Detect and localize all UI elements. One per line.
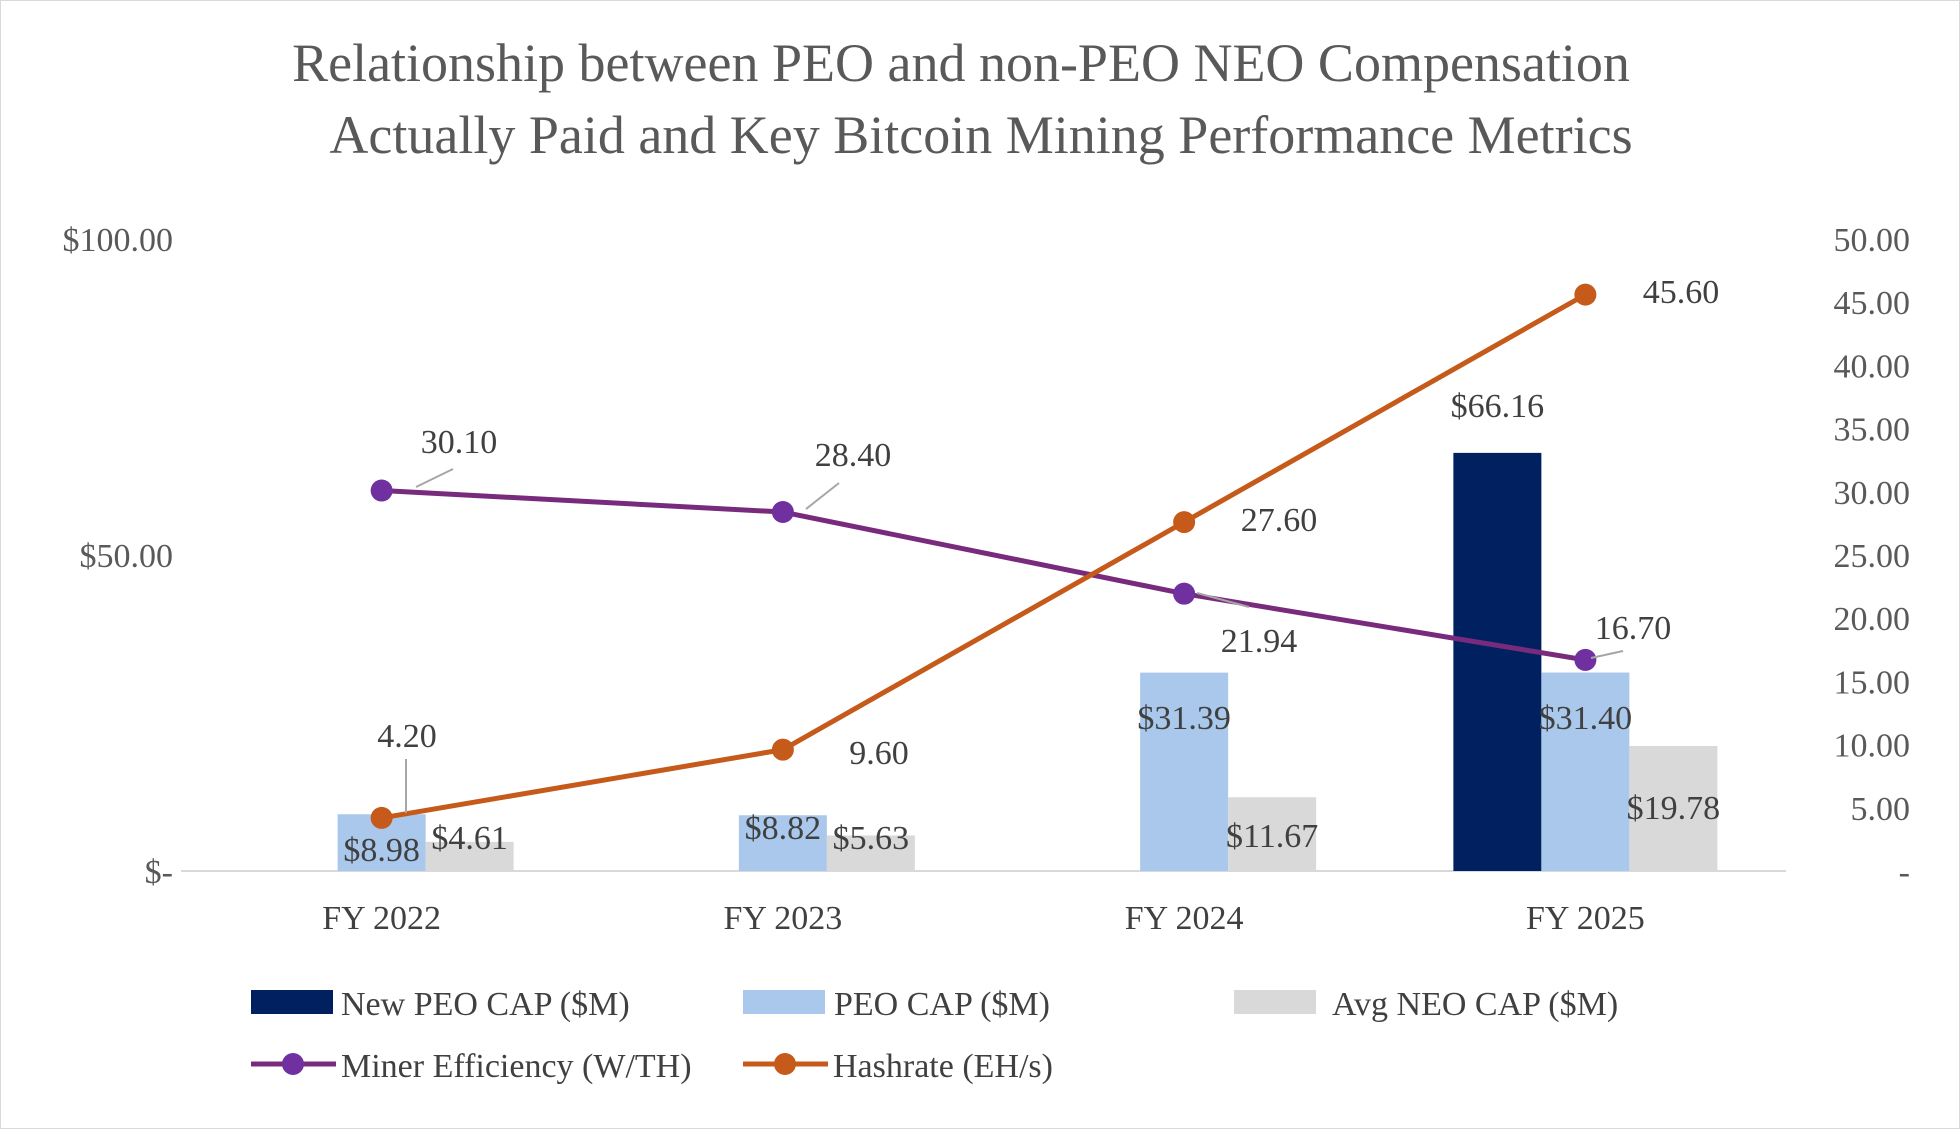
bar-data-label: $66.16 bbox=[1451, 388, 1545, 425]
y-left-tick-label: $50.00 bbox=[80, 538, 174, 575]
line-data-label: 28.40 bbox=[815, 437, 892, 474]
y-right-tick-label: 10.00 bbox=[1834, 728, 1911, 765]
leader-line bbox=[805, 482, 840, 510]
y-right-tick-label: 15.00 bbox=[1834, 664, 1911, 701]
line-data-label: 30.10 bbox=[421, 424, 498, 461]
leader-line bbox=[1590, 650, 1624, 659]
marker-0-0 bbox=[370, 479, 393, 502]
marker-1-1 bbox=[771, 738, 794, 761]
legend-label: New PEO CAP ($M) bbox=[341, 986, 630, 1023]
bar-data-label: $31.39 bbox=[1137, 700, 1231, 737]
data-labels: $66.16 $8.98 $8.82 $31.39 $31.40 $4.61 $5.63 $1… bbox=[343, 274, 1720, 869]
marker-1-0 bbox=[370, 806, 393, 829]
legend-swatch-marker bbox=[282, 1053, 304, 1075]
bar-1-1 bbox=[738, 815, 827, 871]
bar-data-label: $5.63 bbox=[833, 820, 910, 857]
line-data-label: 45.60 bbox=[1643, 274, 1720, 311]
line-data-label: 21.94 bbox=[1221, 623, 1298, 660]
legend-label: PEO CAP ($M) bbox=[834, 986, 1050, 1023]
legend-swatch-bar bbox=[1234, 990, 1316, 1014]
bar-2-0 bbox=[425, 841, 514, 871]
bar-data-label: $19.78 bbox=[1627, 790, 1721, 827]
x-category-label: FY 2024 bbox=[1125, 900, 1244, 937]
bar-1-2 bbox=[1140, 672, 1229, 871]
bar-2-3 bbox=[1629, 745, 1718, 871]
leader-line bbox=[415, 468, 454, 488]
bar-data-label: $11.67 bbox=[1226, 818, 1318, 855]
line-1 bbox=[381, 292, 1587, 821]
bar-data-label: $8.98 bbox=[343, 832, 420, 869]
x-category-label: FY 2025 bbox=[1526, 900, 1645, 937]
chart-title-line1: Relationship between PEO and non-PEO NEO… bbox=[292, 33, 1630, 93]
y-left-tick-label: $100.00 bbox=[63, 222, 174, 259]
bar-data-label: $8.82 bbox=[745, 810, 822, 847]
y-left-tick-label: $- bbox=[145, 854, 173, 891]
x-category-label: FY 2022 bbox=[322, 900, 441, 937]
y-right-tick-label: - bbox=[1899, 854, 1910, 891]
bar-1-3 bbox=[1541, 672, 1630, 871]
leader-line bbox=[1196, 592, 1250, 608]
marker-1-3 bbox=[1574, 283, 1597, 306]
legend-swatch-bar bbox=[743, 990, 825, 1014]
bar-data-label: $4.61 bbox=[431, 820, 508, 857]
marker-0-2 bbox=[1173, 582, 1196, 605]
legend-label: Avg NEO CAP ($M) bbox=[1332, 986, 1618, 1023]
y-right-tick-label: 45.00 bbox=[1834, 285, 1911, 322]
y-right-tick-label: 50.00 bbox=[1834, 222, 1911, 259]
x-category-label: FY 2023 bbox=[724, 900, 843, 937]
bar-data-label: $31.40 bbox=[1539, 700, 1633, 737]
marker-0-3 bbox=[1574, 648, 1597, 671]
bar-2-1 bbox=[826, 835, 915, 871]
legend-swatch-marker bbox=[774, 1053, 796, 1075]
legend-label: Hashrate (EH/s) bbox=[833, 1048, 1053, 1085]
bar-0-3 bbox=[1453, 452, 1542, 871]
legend: New PEO CAP ($M) PEO CAP ($M) Avg NEO CAP … bbox=[251, 986, 1618, 1085]
line-data-label: 16.70 bbox=[1595, 610, 1672, 647]
legend-swatch-bar bbox=[251, 990, 333, 1014]
bar-series bbox=[337, 452, 1718, 871]
line-series bbox=[370, 283, 1597, 829]
line-data-label: 27.60 bbox=[1241, 502, 1318, 539]
bar-2-2 bbox=[1228, 797, 1317, 871]
marker-0-1 bbox=[771, 501, 794, 524]
line-data-label: 4.20 bbox=[377, 718, 437, 755]
line-data-label: 9.60 bbox=[849, 735, 909, 772]
chart-title-line2: Actually Paid and Key Bitcoin Mining Per… bbox=[329, 105, 1632, 165]
y-right-tick-label: 30.00 bbox=[1834, 475, 1911, 512]
legend-label: Miner Efficiency (W/TH) bbox=[341, 1048, 692, 1085]
marker-1-2 bbox=[1173, 511, 1196, 534]
y-right-tick-label: 20.00 bbox=[1834, 601, 1911, 638]
y-right-tick-label: 25.00 bbox=[1834, 538, 1911, 575]
line-0 bbox=[381, 488, 1586, 663]
y-right-tick-label: 35.00 bbox=[1834, 412, 1911, 449]
axes: $- $50.00 $100.00 - 5.00 10.00 15.00 20.00 25.00… bbox=[63, 222, 1911, 937]
y-right-tick-label: 5.00 bbox=[1851, 791, 1911, 828]
y-right-tick-label: 40.00 bbox=[1834, 348, 1911, 385]
